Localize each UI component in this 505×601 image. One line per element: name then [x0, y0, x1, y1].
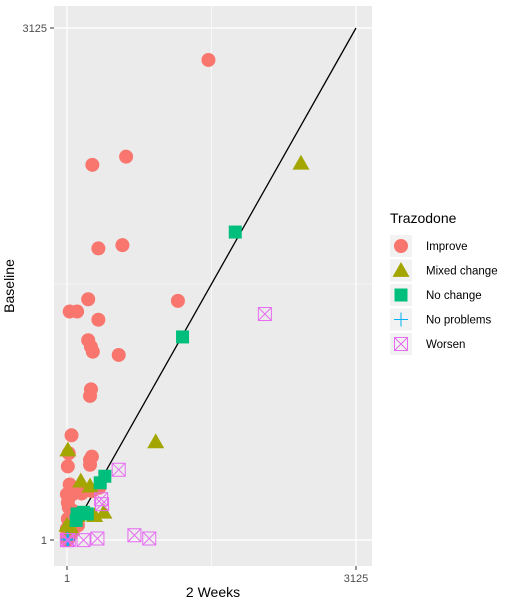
point-improve: [83, 457, 98, 472]
legend: Trazodone Improve Mixed change No change No …: [390, 210, 498, 355]
legend-key-no-change: [394, 288, 408, 302]
point-improve: [85, 344, 100, 359]
point-improve: [83, 388, 98, 403]
point-improve: [119, 149, 134, 164]
point-improve: [85, 157, 100, 172]
point-improve: [91, 312, 106, 327]
point-no-change: [228, 225, 242, 239]
point-mixed-change: [95, 503, 113, 519]
point-worsen: [257, 306, 272, 321]
point-mixed-change: [72, 472, 90, 488]
legend-label-no-change: No change: [426, 290, 482, 302]
x-tick-label: 3125: [344, 573, 368, 585]
point-mixed-change: [59, 441, 77, 457]
y-tick-label: 1: [41, 535, 47, 547]
reference-line: [66, 27, 357, 541]
reference-line-group: [66, 27, 357, 541]
legend-label-mixed-change: Mixed change: [426, 266, 498, 278]
legend-key-no-problems: [394, 312, 408, 327]
legend-key-improve: [394, 239, 408, 253]
point-worsen: [59, 533, 74, 548]
point-improve: [60, 459, 75, 474]
point-improve: [115, 238, 130, 253]
point-no-change: [80, 507, 94, 521]
point-no-change: [176, 330, 190, 344]
x-tick-label: 1: [64, 573, 70, 585]
point-worsen: [95, 497, 110, 512]
legend-key-worsen: [394, 337, 408, 351]
legend-label-worsen: Worsen: [426, 339, 465, 351]
point-no-change: [93, 476, 107, 490]
point-worsen: [94, 492, 109, 507]
axis-ticks: 1 3125 1 3125: [23, 23, 369, 585]
legend-key-mixed-change: [392, 262, 410, 277]
point-improve: [64, 428, 79, 443]
point-improve: [91, 241, 106, 256]
point-worsen: [127, 528, 142, 543]
point-worsen: [76, 533, 91, 548]
point-mixed-change: [63, 520, 81, 536]
point-mixed-change: [292, 154, 310, 170]
point-worsen: [90, 531, 105, 546]
point-improve: [170, 293, 185, 308]
point-worsen: [142, 531, 157, 546]
point-improve: [81, 292, 96, 307]
legend-label-improve: Improve: [426, 241, 468, 253]
y-tick-label: 3125: [23, 23, 47, 35]
legend-title: Trazodone: [390, 210, 457, 226]
point-improve: [201, 52, 216, 67]
point-improve: [111, 347, 126, 362]
legend-label-no-problems: No problems: [426, 315, 491, 327]
y-axis-title: Baseline: [1, 259, 17, 313]
point-worsen: [111, 462, 126, 477]
x-axis-title: 2 Weeks: [186, 584, 240, 600]
point-improve: [70, 304, 85, 319]
point-mixed-change: [147, 433, 165, 449]
point-no-change: [69, 513, 83, 527]
data-points: [58, 52, 310, 548]
